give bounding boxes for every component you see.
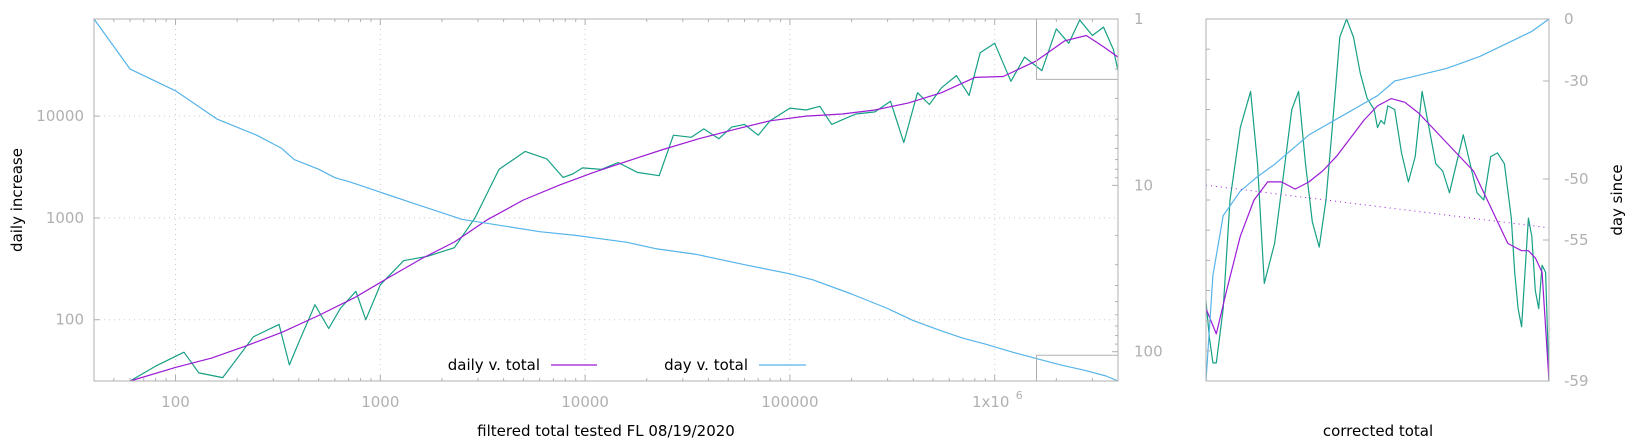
day-total-line [93,18,1119,382]
inset-y-tick-label: -50 [1564,170,1589,188]
x-tick-label: 10000 [561,393,609,411]
main-plot-frame [93,18,1119,382]
x-axis-title: filtered total tested FL 08/19/2020 [477,422,735,440]
raw-daily-line [129,19,1119,382]
inset-raw-line [1205,18,1550,382]
legend-label-daily: daily v. total [448,356,540,374]
legend: daily v. total day v. total [448,356,806,374]
inset-y-tick-label: 0 [1564,10,1574,28]
inset-x-axis-title: corrected total [1323,422,1433,440]
y-tick-label: 10000 [36,107,84,125]
x-tick-label-exponent: 6 [1016,389,1023,402]
x-tick-label: 1x10 [972,393,1010,411]
legend-label-day: day v. total [664,356,748,374]
inset-y-tick-label: -30 [1564,72,1589,90]
inset-series [1205,18,1550,382]
inset-y-tick-label: -59 [1564,372,1589,390]
y2-tick-label: 1 [1134,10,1144,28]
y2-tick-label: 10 [1134,176,1153,194]
smooth-daily-line [129,34,1119,382]
inset-day-line [1205,18,1550,382]
zoom-box-top [1036,19,1118,80]
inset-ticks: 0 -30 -50 -55 -59 [1206,10,1589,390]
inset-y-tick-label: -55 [1564,231,1589,249]
y2-tick-label: 100 [1134,343,1163,361]
x-tick-label: 100 [161,393,190,411]
x-tick-label: 1000 [361,393,399,411]
y-axis-title: daily increase [8,148,26,252]
x-tick-label: 100000 [761,393,818,411]
main-ticks: 100 1000 10000 100000 1x10 6 100 1000 10000 1 10 10… [36,10,1162,411]
y-tick-label: 1000 [46,209,84,227]
inset-plot-frame [1205,18,1550,382]
y-tick-label: 100 [55,311,84,329]
main-series [93,18,1119,382]
inset-y-axis-title: day since [1608,164,1626,235]
inset-smooth-line [1205,97,1550,382]
main-grid [94,19,1118,381]
zoom-box-bottom [1036,354,1118,381]
